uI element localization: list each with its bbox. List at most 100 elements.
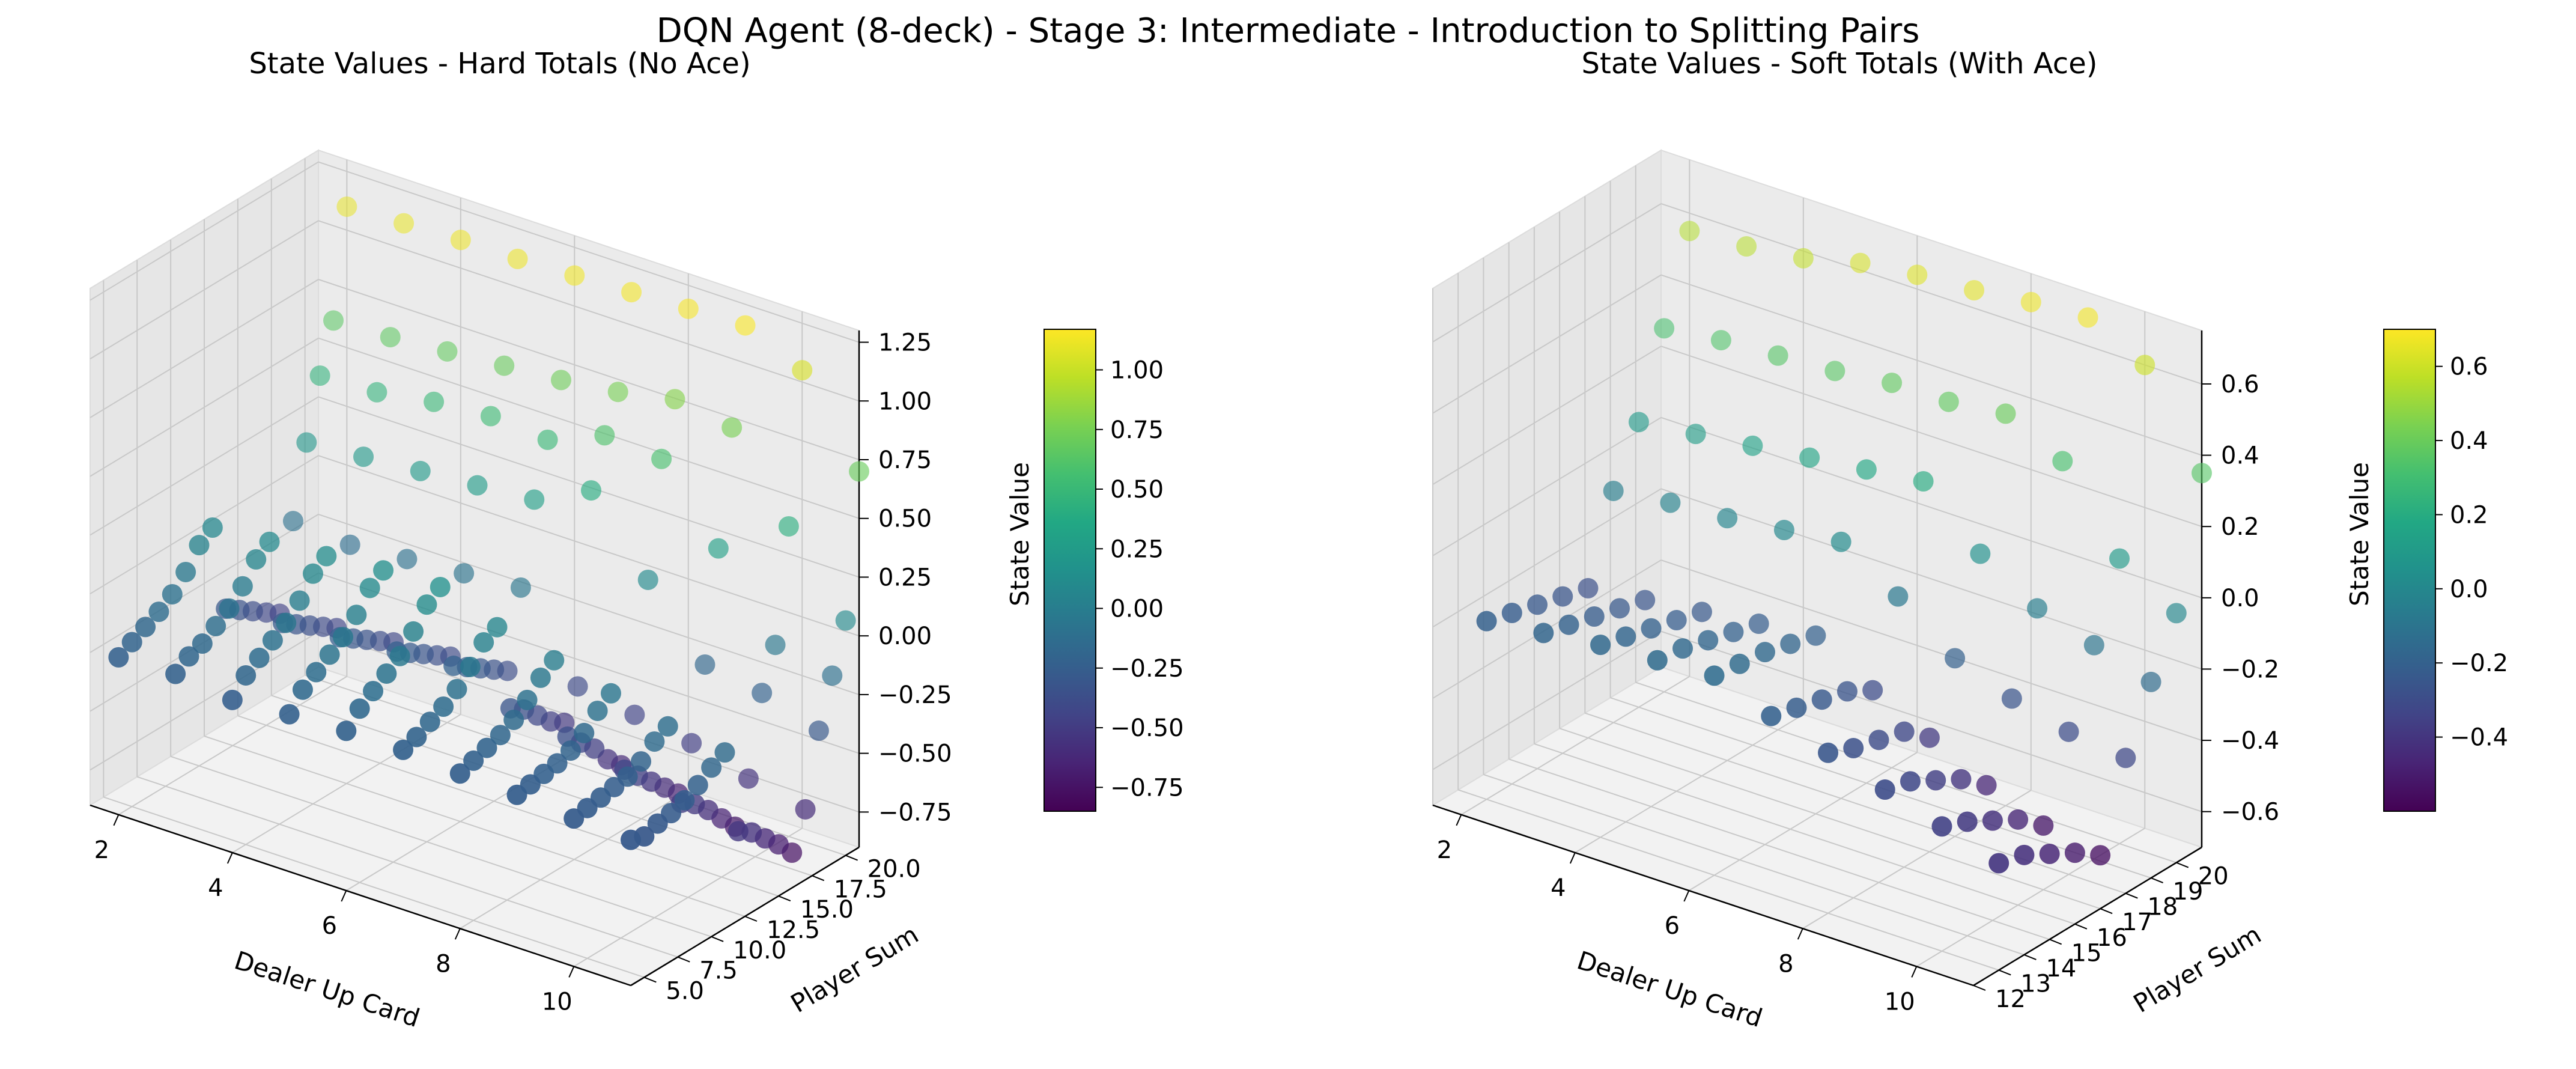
colorbar <box>1043 329 1096 812</box>
grid-line <box>1508 758 2050 940</box>
data-point <box>463 750 484 771</box>
y-tick-label: 5.0 <box>666 977 704 1005</box>
data-point <box>637 569 658 590</box>
data-point <box>490 725 511 746</box>
colorbar-tick-label: 0.00 <box>1110 595 1164 623</box>
data-point <box>594 425 615 446</box>
y-tick-label: 15.0 <box>800 896 854 924</box>
data-point <box>1888 586 1909 607</box>
data-point <box>1780 633 1801 654</box>
y-tick-label: 13 <box>2020 970 2051 997</box>
grid-line <box>1432 346 1662 486</box>
data-point <box>1748 614 1769 635</box>
data-point <box>510 577 531 598</box>
data-point <box>681 732 702 754</box>
data-point <box>778 516 799 537</box>
data-point <box>1925 770 1946 791</box>
grid-line <box>170 755 712 937</box>
data-point <box>1818 742 1839 763</box>
data-point <box>1660 492 1681 513</box>
data-point <box>235 665 257 686</box>
data-point <box>403 621 424 642</box>
data-point <box>2027 598 2048 619</box>
data-point <box>2058 721 2079 742</box>
data-point <box>1603 480 1624 501</box>
data-point <box>2077 307 2098 328</box>
y-tick-mark <box>845 854 858 861</box>
data-point <box>567 676 588 697</box>
data-point <box>560 740 581 761</box>
y-tick-label: 20 <box>2198 863 2229 891</box>
data-point <box>1578 577 1599 598</box>
data-point <box>1882 373 1903 394</box>
data-point <box>1988 853 2009 874</box>
data-point <box>1868 729 1889 751</box>
data-point <box>162 583 183 605</box>
x-axis-line <box>90 804 631 987</box>
y-tick-label: 7.5 <box>699 957 738 985</box>
data-point <box>1754 642 1775 663</box>
y-tick-label: 19 <box>2173 878 2204 906</box>
data-point <box>316 546 337 567</box>
data-point <box>2064 842 2085 863</box>
grid-line <box>318 161 860 343</box>
y-tick-mark <box>744 916 758 922</box>
data-point <box>1850 252 1871 273</box>
colorbar-tick-label: 0.0 <box>2450 576 2488 603</box>
grid-line <box>1432 416 1662 556</box>
data-point <box>2052 451 2073 472</box>
grid-line <box>318 279 860 460</box>
data-point <box>309 365 330 386</box>
data-point <box>476 737 497 758</box>
data-point <box>1742 435 1763 456</box>
data-point <box>1811 689 1832 710</box>
data-point <box>1945 648 1966 669</box>
data-point <box>738 768 759 789</box>
x-tick-mark <box>1797 928 1803 940</box>
data-point <box>674 790 695 811</box>
data-point <box>2140 671 2161 692</box>
grid-line <box>1585 712 2126 894</box>
data-point <box>1501 602 1522 623</box>
data-point <box>621 829 641 850</box>
data-point <box>574 722 595 743</box>
data-point <box>1793 248 1814 269</box>
x-tick-mark <box>1569 852 1576 864</box>
data-point <box>2134 355 2155 376</box>
x-tick-mark <box>1911 966 1918 978</box>
data-point <box>406 726 427 748</box>
colorbar-tick-label: 0.50 <box>1110 476 1164 504</box>
data-point <box>276 612 297 633</box>
data-point <box>1666 610 1687 631</box>
data-point <box>1964 279 1985 300</box>
z-tick-label: 0.25 <box>878 564 932 591</box>
data-point <box>339 534 360 555</box>
z-tick-label: −0.2 <box>2221 656 2279 683</box>
data-point <box>621 282 642 303</box>
data-point <box>389 645 410 666</box>
data-point <box>2109 548 2130 569</box>
y-tick-label: 15 <box>2071 939 2102 967</box>
data-point <box>1717 508 1738 529</box>
colorbar-tick-label: −0.2 <box>2450 650 2508 677</box>
data-point <box>289 590 310 611</box>
data-point <box>282 511 303 532</box>
hard-totals-panel: State Values - Hard Totals (No Ace) 2 4 6 8… <box>88 47 1184 1033</box>
data-point <box>202 517 223 538</box>
data-point <box>517 689 538 710</box>
z-tick-label: 0.00 <box>878 623 932 650</box>
data-point <box>1615 626 1636 647</box>
x-tick-label: 2 <box>1437 836 1452 864</box>
data-point <box>410 460 431 481</box>
data-point <box>437 341 458 362</box>
data-point <box>450 230 471 251</box>
data-point <box>175 561 196 582</box>
data-point <box>651 448 672 469</box>
data-point <box>363 681 384 702</box>
data-point <box>1824 361 1845 382</box>
grid-line <box>204 736 746 917</box>
z-tick-label: −0.6 <box>2221 799 2279 826</box>
x-tick-label: 6 <box>322 912 337 940</box>
data-point <box>1951 769 1972 790</box>
hard-totals-title: State Values - Hard Totals (No Ace) <box>249 47 750 81</box>
